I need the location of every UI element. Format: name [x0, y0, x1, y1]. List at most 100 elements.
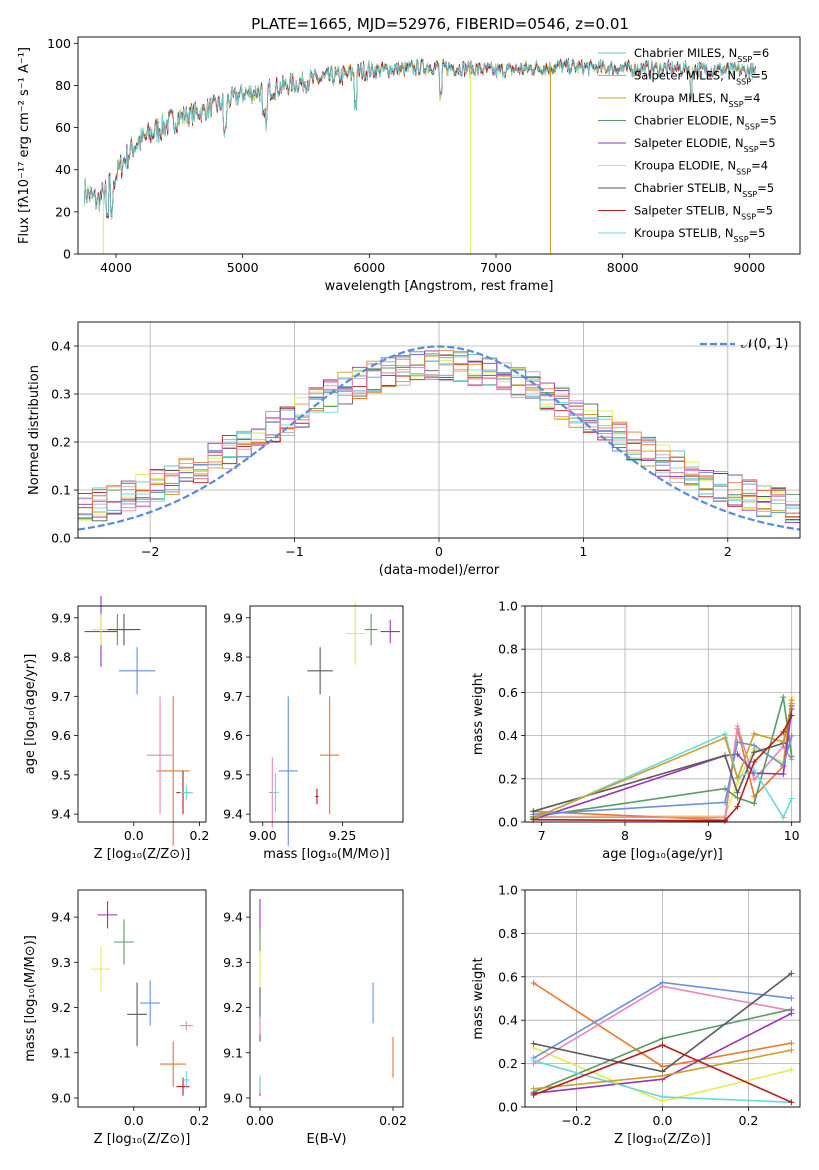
- mass-vs-z-xtick-label-1: 0.2: [189, 1113, 209, 1128]
- mass-weight-vs-age-ytick-label-0: 0.0: [498, 815, 518, 830]
- age-vs-z-xtick-label-1: 0.2: [189, 828, 209, 843]
- spectrum-legend-label-2: Kroupa MILES, NSSP=4: [634, 91, 760, 109]
- mass-weight-vs-age-ytick-label-1: 0.2: [498, 771, 518, 786]
- age-vs-mass-xlabel: mass [log₁₀(M/M⊙)]: [263, 847, 390, 862]
- mass-weight-vs-age-xtick-label-3: 10: [784, 828, 800, 843]
- residual-histogram-xtick-label-4: 2: [724, 544, 732, 559]
- residual-histogram-ytick-label-4: 0.4: [51, 339, 71, 354]
- mass-vs-ebv-xlabel: E(B-V): [306, 1132, 346, 1147]
- mass-vs-ebv-ytick-label-4: 9.4: [223, 910, 243, 925]
- residual-histogram-xtick-label-0: −2: [141, 544, 159, 559]
- mass-weight-vs-age-frame: [524, 605, 801, 823]
- mass-weight-vs-z-ytick-label-3: 0.6: [498, 969, 518, 984]
- age-vs-mass-ytick-label-1: 9.5: [223, 767, 243, 782]
- age-vs-mass-ytick-label-4: 9.8: [223, 650, 243, 665]
- mass-weight-vs-z-marker-9-2: [788, 1099, 795, 1106]
- mass-weight-vs-z-xtick-label-2: 0.2: [738, 1113, 758, 1128]
- age-vs-z-axes: 0.0 0.2 9.4 9.5 9.6 9.7 9.8 9.9 Z [log₁₀(Z/Z⊙)] a…: [23, 596, 209, 862]
- mass-weight-vs-age-series-2: [533, 725, 793, 819]
- spectrum-legend-label-5: Kroupa ELODIE, NSSP=4: [634, 159, 768, 177]
- residual-histogram-ytick-label-2: 0.2: [51, 435, 71, 450]
- mass-weight-vs-z-series-8: [533, 1049, 792, 1090]
- mass-vs-z-frame: [77, 889, 207, 1108]
- spectrum-xtick-label-3: 7000: [480, 260, 512, 275]
- mass-vs-z-axes: 0.0 0.2 9.0 9.1 9.2 9.3 9.4 Z [log₁₀(Z/Z⊙)] mass…: [23, 889, 209, 1147]
- mass-weight-vs-z-series-3: [533, 1008, 792, 1093]
- spectrum-title: PLATE=1665, MJD=52976, FIBERID=0546, z=0…: [251, 15, 629, 33]
- mass-weight-vs-z-xlabel: Z [log₁₀(Z/Z⊙)]: [614, 1132, 711, 1147]
- mass-weight-vs-age-xtick-label-0: 7: [538, 828, 546, 843]
- spectrum-ylabel: Flux [fλ10⁻¹⁷ erg cm⁻² s⁻¹ A⁻¹]: [17, 47, 32, 244]
- residual-histogram-ytick-label-3: 0.3: [51, 387, 71, 402]
- mass-weight-vs-z-series-0: [533, 1047, 792, 1103]
- mass-vs-z-ytick-label-1: 9.1: [51, 1045, 71, 1060]
- spectrum-ytick-label-5: 100: [47, 36, 71, 51]
- mass-weight-vs-age-series-5: [533, 735, 793, 816]
- spectrum-legend-label-7: Salpeter STELIB, NSSP=5: [634, 204, 773, 222]
- mass-weight-vs-z-series-2: [533, 985, 792, 1065]
- mass-weight-vs-age-series-3: [533, 696, 793, 818]
- mass-weight-vs-z-ytick-label-1: 0.2: [498, 1056, 518, 1071]
- mass-vs-z-ylabel: mass [log₁₀(M/M⊙)]: [23, 935, 38, 1062]
- mass-vs-ebv-ytick-label-0: 9.0: [223, 1090, 243, 1105]
- age-vs-z-ytick-label-0: 9.4: [51, 807, 71, 822]
- mass-weight-vs-z-ylabel: mass weight: [471, 957, 486, 1039]
- spectrum-xtick-label-0: 4000: [100, 260, 132, 275]
- mass-weight-vs-z-ytick-label-0: 0.0: [498, 1100, 518, 1115]
- mass-weight-vs-z-ytick-label-5: 1.0: [498, 883, 518, 898]
- mass-weight-vs-z-series-5: [533, 981, 792, 1059]
- mass-weight-vs-age-axes: 7 8 9 10 0.0 0.2 0.4 0.6 0.8 1.0 age [log₁₀(age/yr…: [471, 599, 801, 862]
- age-vs-mass-xtick-label-1: 9.25: [329, 828, 357, 843]
- mass-weight-vs-z-ytick-label-4: 0.8: [498, 926, 518, 941]
- mass-vs-z-ytick-label-2: 9.2: [51, 1000, 71, 1015]
- spectrum-ytick-label-3: 60: [55, 120, 71, 135]
- mass-vs-ebv-ytick-label-3: 9.3: [223, 955, 243, 970]
- age-vs-mass-ytick-label-3: 9.7: [223, 689, 243, 704]
- spectrum-legend-label-1: Salpeter MILES, NSSP=5: [634, 69, 768, 87]
- age-vs-z-frame: [77, 605, 207, 823]
- mass-weight-vs-age-xlabel: age [log₁₀(age/yr)]: [602, 847, 723, 862]
- age-vs-mass-xtick-label-0: 9.00: [249, 828, 277, 843]
- spectrum-xlabel: wavelength [Angstrom, rest frame]: [325, 279, 554, 294]
- mass-vs-z-xtick-label-0: 0.0: [124, 1113, 144, 1128]
- mass-weight-vs-z-series-7: [533, 1059, 792, 1104]
- age-vs-mass-ytick-label-2: 9.6: [223, 728, 243, 743]
- age-vs-z-xlabel: Z [log₁₀(Z/Z⊙)]: [94, 847, 191, 862]
- spectrum-ytick-label-1: 20: [55, 204, 71, 219]
- spectrum-series-8: [83, 58, 756, 217]
- mass-vs-ebv-xtick-label-1: 0.02: [379, 1113, 407, 1128]
- age-vs-z-ytick-label-2: 9.6: [51, 728, 71, 743]
- spectrum-ytick-label-0: 0: [63, 247, 71, 262]
- age-vs-mass-ytick-label-5: 9.9: [223, 610, 243, 625]
- residual-histogram-ytick-label-0: 0.0: [51, 531, 71, 546]
- mass-weight-vs-age-ytick-label-5: 1.0: [498, 599, 518, 614]
- gaussian-curve: [77, 345, 801, 531]
- age-vs-z-ytick-label-1: 9.5: [51, 767, 71, 782]
- age-vs-mass-frame: [249, 605, 404, 823]
- mass-weight-vs-age-series-8: [532, 703, 793, 820]
- mass-vs-ebv-axes: 0.00 0.02 9.0 9.1 9.2 9.3 9.4 E(B-V): [223, 889, 407, 1147]
- residual-histogram-frame: [77, 321, 801, 539]
- mass-weight-vs-age-series-7: [532, 732, 793, 820]
- mass-weight-vs-z-axes: −0.2 0.0 0.2 0.0 0.2 0.4 0.6 0.8 1.0 Z [log₁₀(Z/Z…: [471, 883, 801, 1147]
- spectrum-axes: 4000 5000 6000 7000 8000 9000 0 20 40 60 80 100 PLAT…: [17, 15, 801, 294]
- residual-histogram-ylabel: Normed distribution: [27, 365, 42, 495]
- mass-vs-z-ytick-label-3: 9.3: [51, 955, 71, 970]
- spectrum-xtick-label-2: 6000: [353, 260, 385, 275]
- mass-weight-vs-age-ylabel: mass weight: [471, 673, 486, 755]
- residual-histogram-ytick-label-1: 0.1: [51, 483, 71, 498]
- mass-weight-vs-z-xtick-label-1: 0.0: [653, 1113, 673, 1128]
- spectrum-legend: Chabrier MILES, NSSP=6 Salpeter MILES, NS…: [598, 46, 777, 244]
- hist-series-10: [78, 349, 800, 517]
- mass-vs-ebv-xtick-label-0: 0.00: [246, 1113, 274, 1128]
- mass-vs-z-ytick-label-4: 9.4: [51, 910, 71, 925]
- spectrum-frame: [77, 36, 801, 255]
- mass-vs-ebv-ytick-label-1: 9.1: [223, 1045, 243, 1060]
- hist-series-11: [78, 363, 800, 514]
- mass-vs-ebv-frame: [249, 889, 404, 1108]
- residual-histogram-axes: −2 −1 0 1 2 0.0 0.1 0.2 0.3 0.4 𝒩(0, 1) (data-model…: [27, 321, 801, 578]
- mass-weight-vs-age-xtick-label-1: 8: [621, 828, 629, 843]
- spectrum-legend-label-8: Kroupa STELIB, NSSP=5: [634, 226, 765, 244]
- age-vs-mass-axes: 9.00 9.25 9.4 9.5 9.6 9.7 9.8 9.9 mass [log₁₀(M/…: [223, 602, 404, 862]
